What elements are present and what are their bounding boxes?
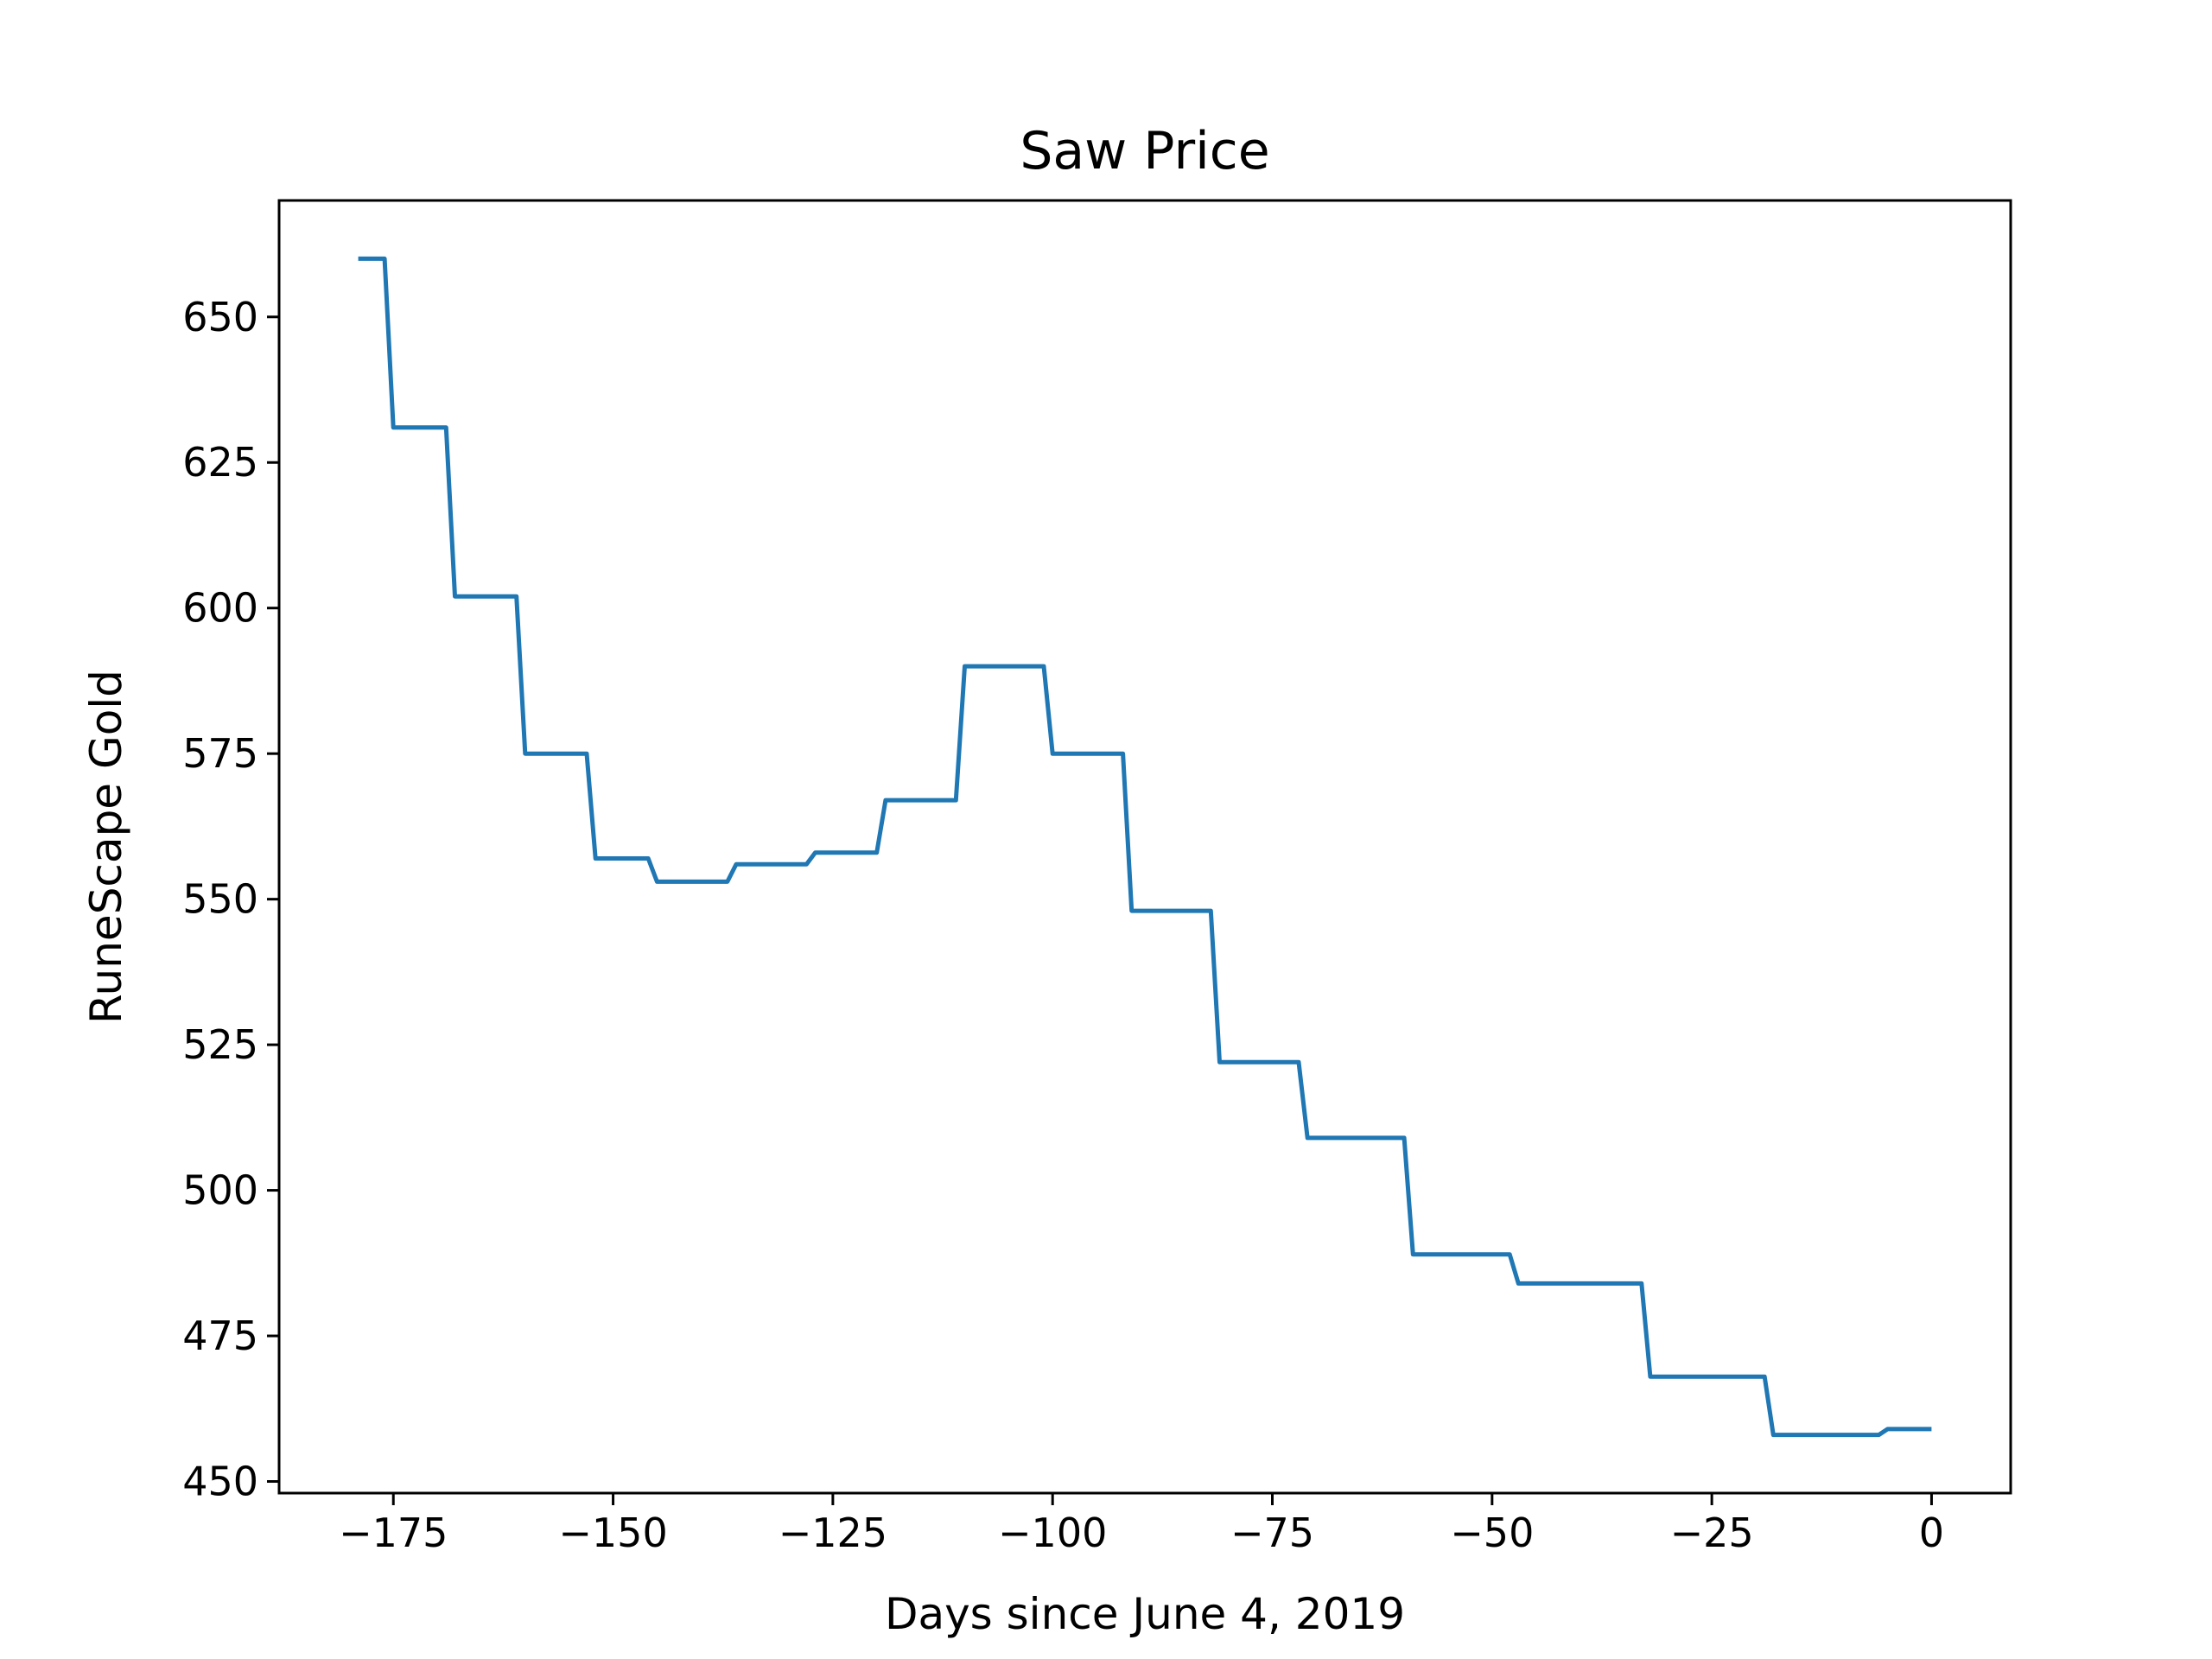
y-tick-label: 625 <box>182 439 258 486</box>
y-axis-label: RuneScape Gold <box>81 670 131 1024</box>
x-tick-label: −25 <box>1670 1510 1754 1556</box>
x-tick-label: 0 <box>1919 1510 1944 1556</box>
plot-series <box>358 256 1932 1438</box>
x-tick-label: −100 <box>998 1510 1107 1556</box>
y-tick-label: 600 <box>182 585 258 632</box>
x-axis-ticks: −175 −150 −125 −100 −75 −50 −25 0 <box>339 1493 1944 1556</box>
x-tick-label: −175 <box>339 1510 448 1556</box>
x-tick-label: −125 <box>779 1510 887 1556</box>
y-tick-label: 475 <box>182 1313 258 1359</box>
price-line <box>358 256 1932 1438</box>
y-tick-label: 550 <box>182 876 258 923</box>
x-tick-label: −50 <box>1450 1510 1534 1556</box>
y-tick-label: 450 <box>182 1459 258 1505</box>
plot-area-frame <box>277 199 2012 1495</box>
x-axis-label: Days since June 4, 2019 <box>885 1589 1405 1639</box>
y-axis-ticks: 450 475 500 525 550 575 600 625 650 <box>182 294 279 1505</box>
chart-title: Saw Price <box>1020 121 1269 181</box>
y-tick-label: 575 <box>182 730 258 777</box>
x-tick-label: −150 <box>558 1510 667 1556</box>
x-tick-label: −75 <box>1230 1510 1314 1556</box>
y-tick-label: 500 <box>182 1167 258 1214</box>
y-tick-label: 525 <box>182 1021 258 1068</box>
y-tick-label: 650 <box>182 294 258 340</box>
